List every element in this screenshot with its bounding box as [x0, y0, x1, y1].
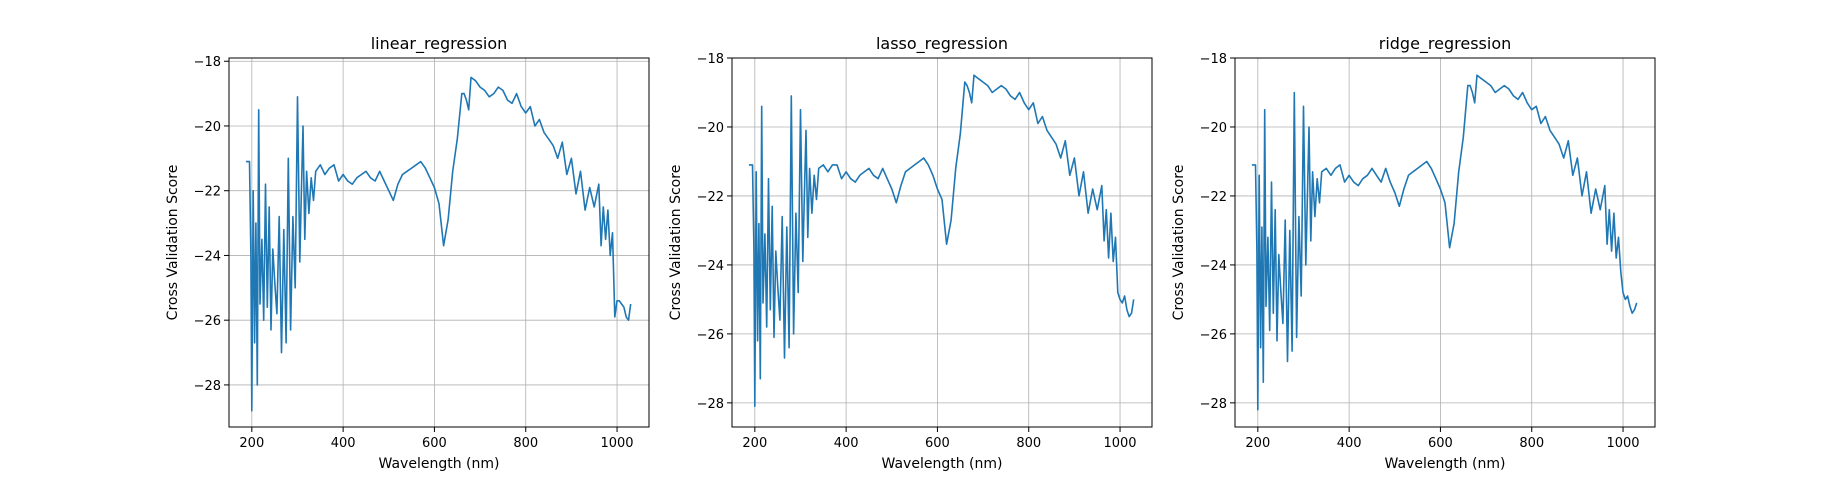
subplot-linear_regression: 200 400 600 800 1000 −28 −26 −24 −22 −20 −18 linear… — [165, 34, 650, 472]
y-tick-label: −28 — [697, 397, 724, 412]
y-tick-label: −18 — [1200, 52, 1227, 67]
series-line — [1251, 74, 1638, 411]
y-tick-label: −24 — [1200, 259, 1227, 274]
y-tick-label: −18 — [194, 55, 221, 70]
x-axis-label: Wavelength (nm) — [1385, 456, 1506, 472]
x-axis-label: Wavelength (nm) — [379, 456, 500, 472]
y-tick-label: −22 — [194, 185, 221, 200]
plot-frame — [228, 57, 650, 428]
y-axis-label: Cross Validation Score — [668, 165, 684, 321]
chart-title: linear_regression — [371, 34, 508, 54]
y-tick-label: −22 — [697, 190, 724, 205]
x-tick-label: 600 — [422, 436, 447, 451]
x-tick-label: 1000 — [1606, 436, 1639, 451]
x-tick-label: 400 — [331, 436, 356, 451]
subplot-lasso_regression: 200 400 600 800 1000 −28 −26 −24 −22 −20 −18 lasso_… — [668, 34, 1153, 472]
y-tick-label: −20 — [697, 121, 724, 136]
y-tick-label: −18 — [697, 52, 724, 67]
x-tick-label: 1000 — [1103, 436, 1136, 451]
y-axis-label: Cross Validation Score — [165, 165, 181, 321]
x-tick-label: 800 — [513, 436, 538, 451]
y-tick-label: −24 — [194, 249, 221, 264]
y-tick-label: −28 — [1200, 397, 1227, 412]
plot-frame — [731, 57, 1153, 428]
y-tick-label: −26 — [697, 328, 724, 343]
x-tick-label: 1000 — [600, 436, 633, 451]
chart-title: lasso_regression — [876, 34, 1008, 54]
plot-frame — [1234, 57, 1656, 428]
series-line — [245, 76, 632, 412]
x-tick-label: 800 — [1519, 436, 1544, 451]
x-tick-label: 200 — [1245, 436, 1270, 451]
y-tick-label: −20 — [1200, 121, 1227, 136]
x-tick-label: 200 — [742, 436, 767, 451]
y-tick-label: −26 — [194, 314, 221, 329]
y-tick-label: −20 — [194, 120, 221, 135]
y-tick-label: −28 — [194, 379, 221, 394]
y-axis-label: Cross Validation Score — [1171, 165, 1187, 321]
y-tick-label: −26 — [1200, 328, 1227, 343]
x-tick-label: 400 — [834, 436, 859, 451]
y-tick-label: −22 — [1200, 190, 1227, 205]
x-tick-label: 600 — [925, 436, 950, 451]
y-tick-label: −24 — [697, 259, 724, 274]
x-tick-label: 400 — [1337, 436, 1362, 451]
x-tick-label: 800 — [1016, 436, 1041, 451]
series-line — [748, 74, 1135, 408]
x-tick-label: 200 — [239, 436, 264, 451]
x-axis-label: Wavelength (nm) — [882, 456, 1003, 472]
x-tick-label: 600 — [1428, 436, 1453, 451]
chart-title: ridge_regression — [1379, 34, 1512, 54]
subplot-ridge_regression: 200 400 600 800 1000 −28 −26 −24 −22 −20 −18 ridge_… — [1171, 34, 1656, 472]
